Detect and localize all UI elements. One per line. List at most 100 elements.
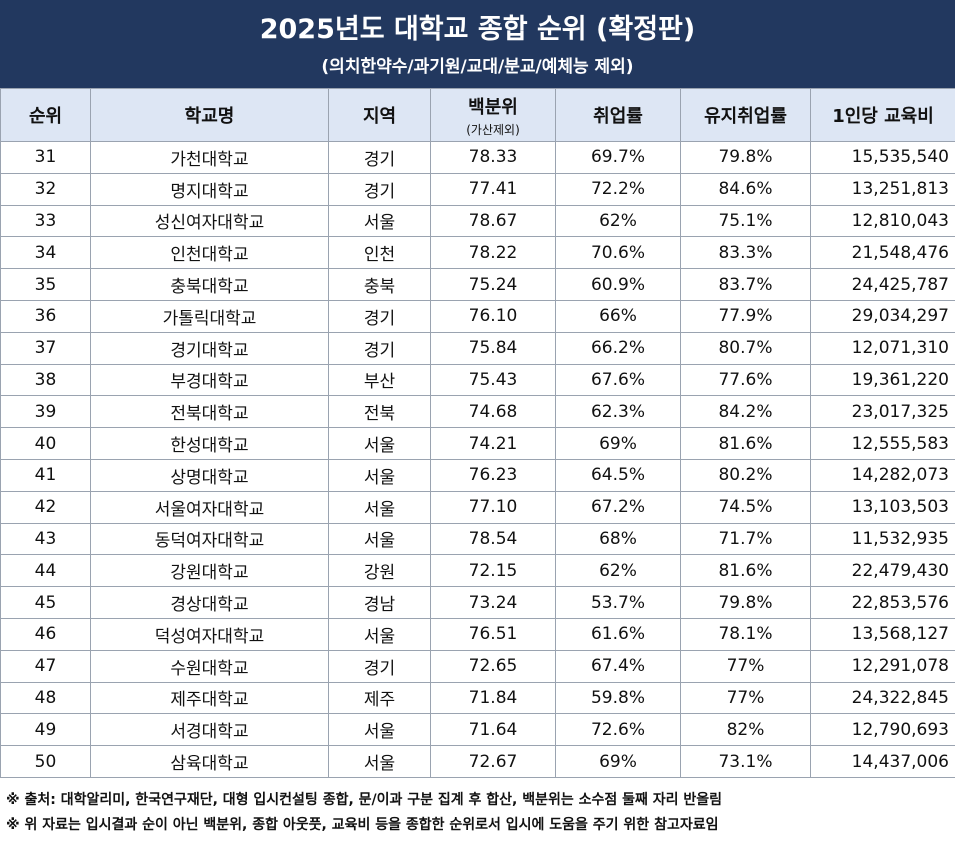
table-cell: 77.41	[430, 172, 556, 206]
table-cell: 37	[0, 331, 91, 365]
table-cell: 45	[0, 586, 91, 619]
table-cell: 69%	[555, 745, 681, 778]
table-row: 36 가톨릭대학교 경기 76.10 66% 77.9% 29,034,297	[0, 299, 955, 333]
table-cell: 84.2%	[680, 395, 811, 429]
table-cell: 서경대학교	[90, 713, 329, 747]
table-cell: 83.3%	[680, 236, 811, 270]
table-cell: 81.6%	[680, 554, 811, 588]
table-cell: 강원대학교	[90, 554, 329, 588]
table-row: 34 인천대학교 인천 78.22 70.6% 83.3% 21,548,476	[0, 236, 955, 270]
column-header: 순위	[0, 88, 91, 142]
table-cell: 13,568,127	[810, 617, 955, 651]
table-cell: 41	[0, 458, 91, 492]
table-row: 46 덕성여자대학교 서울 76.51 61.6% 78.1% 13,568,127	[0, 617, 955, 651]
table-row: 40 한성대학교 서울 74.21 69% 81.6% 12,555,583	[0, 427, 955, 460]
table-cell: 44	[0, 554, 91, 588]
table-cell: 61.6%	[555, 617, 681, 651]
table-cell: 34	[0, 236, 91, 270]
table-row: 32 명지대학교 경기 77.41 72.2% 84.6% 13,251,813	[0, 172, 955, 206]
notes: ※ 출처: 대학알리미, 한국연구재단, 대형 입시컨설팅 종합, 문/이과 구…	[0, 778, 955, 838]
table-cell: 39	[0, 395, 91, 429]
table-cell: 21,548,476	[810, 236, 955, 270]
table-row: 41 상명대학교 서울 76.23 64.5% 80.2% 14,282,073	[0, 458, 955, 492]
table-cell: 충북	[328, 268, 431, 301]
table-cell: 75.84	[430, 331, 556, 365]
table-cell: 서울	[328, 713, 431, 747]
table-cell: 29,034,297	[810, 299, 955, 333]
table-row: 50 삼육대학교 서울 72.67 69% 73.1% 14,437,006	[0, 745, 955, 778]
table-cell: 전북대학교	[90, 395, 329, 429]
table-cell: 73.1%	[680, 745, 811, 778]
table-cell: 78.33	[430, 141, 556, 174]
table-cell: 81.6%	[680, 427, 811, 460]
table-cell: 82%	[680, 713, 811, 747]
table-cell: 22,853,576	[810, 586, 955, 619]
table-cell: 전북	[328, 395, 431, 429]
table-cell: 경상대학교	[90, 586, 329, 619]
table-cell: 76.10	[430, 299, 556, 333]
table-cell: 74.5%	[680, 490, 811, 524]
table-cell: 서울	[328, 458, 431, 492]
table-cell: 덕성여자대학교	[90, 617, 329, 651]
table-row: 43 동덕여자대학교 서울 78.54 68% 71.7% 11,532,935	[0, 522, 955, 556]
table-cell: 상명대학교	[90, 458, 329, 492]
table-row: 31 가천대학교 경기 78.33 69.7% 79.8% 15,535,540	[0, 141, 955, 174]
table-cell: 35	[0, 268, 91, 301]
table-cell: 삼육대학교	[90, 745, 329, 778]
table-cell: 부산	[328, 363, 431, 397]
table-cell: 경기	[328, 299, 431, 333]
table-row: 45 경상대학교 경남 73.24 53.7% 79.8% 22,853,576	[0, 586, 955, 619]
table-cell: 서울	[328, 745, 431, 778]
table-cell: 66%	[555, 299, 681, 333]
table-cell: 43	[0, 522, 91, 556]
table-cell: 40	[0, 427, 91, 460]
table-cell: 80.2%	[680, 458, 811, 492]
table-cell: 12,071,310	[810, 331, 955, 365]
table-cell: 66.2%	[555, 331, 681, 365]
table-cell: 경기대학교	[90, 331, 329, 365]
column-header: 지역	[328, 88, 431, 142]
table-cell: 제주	[328, 681, 431, 715]
table-cell: 31	[0, 141, 91, 174]
table-cell: 78.1%	[680, 617, 811, 651]
table-cell: 서울	[328, 522, 431, 556]
table-cell: 13,103,503	[810, 490, 955, 524]
table-cell: 76.51	[430, 617, 556, 651]
table-cell: 83.7%	[680, 268, 811, 301]
column-header: 학교명	[90, 88, 329, 142]
table-cell: 충북대학교	[90, 268, 329, 301]
table-cell: 46	[0, 617, 91, 651]
table-cell: 72.2%	[555, 172, 681, 206]
table-cell: 한성대학교	[90, 427, 329, 460]
table-cell: 12,810,043	[810, 204, 955, 238]
table-cell: 38	[0, 363, 91, 397]
table-cell: 13,251,813	[810, 172, 955, 206]
table-cell: 77.6%	[680, 363, 811, 397]
table-cell: 14,437,006	[810, 745, 955, 778]
table-cell: 23,017,325	[810, 395, 955, 429]
title: 2025년도 대학교 종합 순위 (확정판)	[259, 14, 696, 45]
table-cell: 동덕여자대학교	[90, 522, 329, 556]
table-cell: 78.22	[430, 236, 556, 270]
table-cell: 22,479,430	[810, 554, 955, 588]
table-cell: 78.67	[430, 204, 556, 238]
table-cell: 77%	[680, 681, 811, 715]
table-cell: 15,535,540	[810, 141, 955, 174]
table-cell: 24,322,845	[810, 681, 955, 715]
table-cell: 경남	[328, 586, 431, 619]
table-cell: 73.24	[430, 586, 556, 619]
table-cell: 79.8%	[680, 141, 811, 174]
table-cell: 50	[0, 745, 91, 778]
table-cell: 71.7%	[680, 522, 811, 556]
table-cell: 79.8%	[680, 586, 811, 619]
table-row: 47 수원대학교 경기 72.65 67.4% 77% 12,291,078	[0, 649, 955, 683]
table-cell: 80.7%	[680, 331, 811, 365]
table-cell: 67.4%	[555, 649, 681, 683]
table-row: 48 제주대학교 제주 71.84 59.8% 77% 24,322,845	[0, 681, 955, 715]
table-cell: 75.43	[430, 363, 556, 397]
table-row: 49 서경대학교 서울 71.64 72.6% 82% 12,790,693	[0, 713, 955, 747]
table-cell: 75.1%	[680, 204, 811, 238]
table-cell: 11,532,935	[810, 522, 955, 556]
ranking-table: 순위 학교명 지역 백분위 (가산제외) 취업률 유지취업률 1인당 교육비 31 가천대학교 경…	[0, 88, 955, 778]
table-cell: 서울	[328, 204, 431, 238]
